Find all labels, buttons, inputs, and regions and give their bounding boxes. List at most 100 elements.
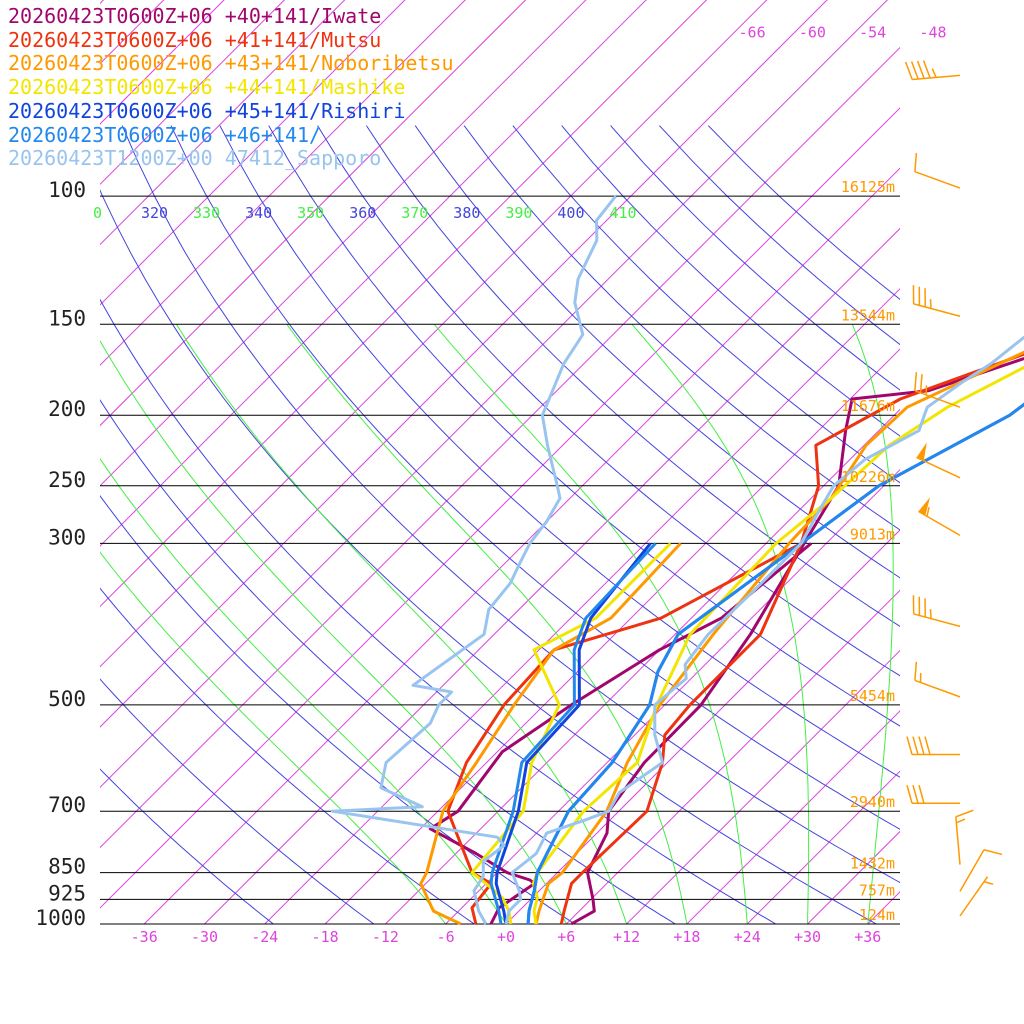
dry-adiabat-line	[268, 125, 900, 727]
pressure-tick-label: 1000	[35, 906, 86, 930]
legend-entry: 20260423T0600Z+06 +40+141/Iwate	[8, 4, 382, 28]
dry-adiabat-line	[561, 125, 900, 437]
pressure-tick-label: 100	[48, 178, 86, 202]
isotherm-line	[100, 0, 225, 125]
isotherm-line	[746, 770, 900, 924]
temperature-tick-label: +18	[673, 928, 700, 946]
temperature-tick-label: -18	[312, 928, 339, 946]
dry-adiabat-line	[100, 494, 576, 924]
isotherm-line	[324, 348, 900, 924]
dry-adiabat-line	[463, 125, 900, 531]
dry-adiabat-line	[610, 125, 900, 391]
dry-adiabat-line	[170, 125, 900, 830]
moist-adiabats	[100, 323, 894, 924]
theta-label: 360	[349, 204, 376, 222]
height-label: 1432m	[850, 855, 895, 873]
legend-entry: 20260423T0600Z+06 +46+141/	[8, 122, 322, 147]
height-label: 5454m	[850, 687, 895, 705]
sounding-line	[504, 335, 1024, 925]
pressure-tick-label: 150	[48, 306, 86, 330]
height-label: 16125m	[841, 178, 895, 196]
dry-adiabat-line	[100, 298, 777, 924]
legend: 20260423T0600Z+06 +40+141/Iwate 20260423T…	[8, 4, 454, 171]
legend-entry: 20260423T0600Z+06 +41+141/Mutsu	[8, 27, 382, 52]
sounding-line	[489, 542, 657, 925]
dry-adiabat-line	[100, 399, 676, 924]
temperature-tick-label: +30	[794, 928, 821, 946]
temperature-tick-label: +12	[613, 928, 640, 946]
wind-barb	[906, 736, 960, 756]
wind-barb	[904, 60, 961, 81]
wind-barb	[959, 849, 1003, 892]
height-label: 13544m	[841, 306, 895, 324]
theta-label: 330	[193, 204, 220, 222]
sounding-line	[494, 542, 652, 925]
pressure-tick-label: 500	[48, 687, 86, 711]
isotherm-line	[100, 0, 768, 668]
wind-barb	[959, 876, 994, 917]
isotherm-line	[100, 0, 889, 789]
isotherm-line	[626, 649, 900, 924]
dry-adiabat-line	[659, 125, 900, 346]
upper-isotherm-label: -54	[859, 24, 886, 42]
isotherm-line	[928, 0, 1024, 924]
wind-barb	[912, 595, 961, 628]
wind-barb	[916, 442, 961, 479]
sounding-line	[330, 195, 617, 925]
isotherm-line	[807, 830, 900, 924]
isotherm-line	[100, 0, 828, 728]
theta-label: 380	[453, 204, 480, 222]
sounding-line	[559, 352, 1024, 925]
sounding-line	[470, 542, 672, 925]
wind-barb	[912, 285, 961, 318]
isotherm-line	[100, 0, 105, 5]
wind-barb	[918, 497, 961, 537]
temperature-tick-label: +24	[734, 928, 761, 946]
moist-adiabat-line	[100, 551, 447, 924]
sounding-line	[526, 402, 1024, 925]
isotherm-line	[100, 0, 527, 427]
wind-barb	[955, 809, 974, 865]
sounding-line	[534, 350, 1024, 925]
isotherm-lines	[100, 0, 1024, 924]
isotherm-line	[100, 0, 286, 186]
upper-isotherm-label: -66	[739, 24, 766, 42]
theta-label: 340	[245, 204, 272, 222]
isotherm-line	[565, 589, 900, 924]
dry-adiabat-line	[414, 125, 900, 579]
dry-adiabat-line	[100, 678, 375, 924]
height-label: 10226m	[841, 468, 895, 486]
sounding-line	[428, 542, 813, 925]
temperature-tick-label: -30	[191, 928, 218, 946]
temperature-tick-label: -24	[251, 928, 278, 946]
sounding-line	[419, 542, 682, 926]
theta-label: 400	[557, 204, 584, 222]
sounding-line	[531, 365, 1024, 925]
isotherm-line	[100, 46, 900, 849]
isotherm-line	[988, 0, 1024, 924]
upper-isotherm-label: -60	[799, 24, 826, 42]
dry-adiabat-line	[100, 189, 877, 924]
theta-label: 0	[93, 204, 102, 222]
wind-barb	[906, 785, 960, 804]
legend-entry: 20260423T1200Z+00 47412_Sapporo	[8, 146, 382, 171]
theta-label: 390	[505, 204, 532, 222]
moist-adiabat-line	[286, 324, 688, 924]
height-label: 757m	[859, 881, 895, 899]
wind-barb	[914, 661, 961, 698]
isotherm-line	[686, 710, 900, 924]
sounding-line	[526, 402, 1024, 925]
dry-adiabat-line	[512, 125, 900, 484]
isotherm-line	[100, 0, 647, 547]
dry-adiabat-line	[219, 125, 900, 778]
moist-adiabat-line	[100, 457, 507, 924]
moist-adiabat-line	[851, 324, 894, 924]
temperature-tick-label: -6	[437, 928, 455, 946]
dry-adiabat-line	[365, 125, 900, 627]
height-label: 11676m	[841, 397, 895, 415]
temperature-tick-label: +0	[497, 928, 515, 946]
legend-entry: 20260423T0600Z+06 +43+141/Noboribetsu	[8, 51, 454, 76]
isotherm-line	[385, 408, 900, 924]
